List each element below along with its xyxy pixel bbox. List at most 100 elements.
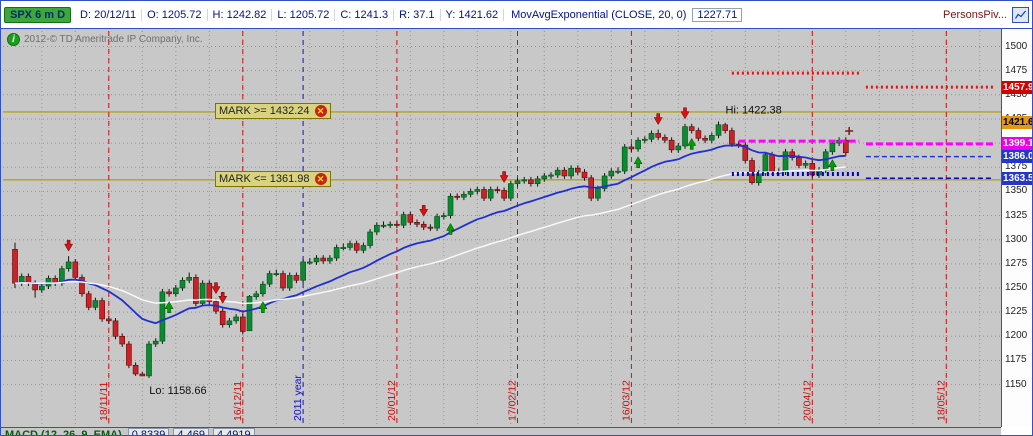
- candle-down: [166, 291, 172, 295]
- price-alert-text: MARK >= 1432.24: [219, 104, 310, 117]
- buy-signal-arrow-icon: [446, 222, 455, 235]
- quote-field: R: 37.1: [394, 8, 441, 21]
- persons-pivots-study-label[interactable]: PersonsPiv...: [943, 8, 1007, 21]
- axis-tick-label: 1250: [1005, 282, 1028, 293]
- candle-up: [300, 261, 306, 281]
- candle-up: [675, 145, 682, 151]
- candle-up: [226, 320, 233, 326]
- candle-up: [333, 247, 340, 259]
- candle-up: [92, 300, 99, 308]
- candle-down: [481, 189, 487, 199]
- candle-up: [186, 277, 192, 281]
- quote-field: L: 1205.72: [272, 8, 336, 21]
- axis-tick-label: 1275: [1005, 257, 1028, 269]
- axis-tick-label: 1200: [1005, 330, 1028, 342]
- axis-tick-label: 1375: [1005, 161, 1028, 173]
- candle-down: [427, 226, 434, 229]
- candle-up: [548, 174, 554, 177]
- candle-up: [541, 175, 548, 180]
- candle-down: [414, 222, 420, 225]
- candle-up: [246, 296, 253, 332]
- candle-up: [608, 170, 615, 177]
- candle-up: [682, 126, 688, 147]
- symbol-label[interactable]: SPX 6 m D: [4, 6, 72, 23]
- candle-down: [293, 275, 300, 281]
- candle-down: [407, 214, 414, 223]
- candle-down: [240, 316, 246, 332]
- candle-up: [327, 257, 333, 262]
- axis-price-tag: 1421.62: [1002, 115, 1032, 129]
- sell-signal-arrow-icon: [419, 205, 429, 217]
- candle-down: [12, 249, 18, 284]
- candle-up: [595, 188, 601, 199]
- candle-up: [440, 215, 447, 218]
- axis-tick-label: 1350: [1005, 185, 1028, 197]
- sell-signal-arrow-icon: [653, 113, 663, 126]
- candle-down: [574, 167, 581, 173]
- candle-up: [266, 273, 273, 285]
- quote-field: H: 1242.82: [207, 8, 273, 21]
- alert-close-icon[interactable]: ✕: [314, 104, 327, 117]
- candle-up: [641, 138, 648, 141]
- candle-down: [139, 373, 146, 377]
- quote-field: C: 1241.3: [335, 8, 395, 21]
- candle-down: [85, 293, 92, 308]
- candle-down: [662, 137, 668, 141]
- moving-average-study-label[interactable]: MovAvgExponential (CLOSE, 20, 0): [511, 8, 687, 21]
- candle-up: [373, 224, 380, 233]
- low-annotation: Lo: 1158.66: [149, 385, 206, 397]
- candle-up: [822, 151, 829, 171]
- candle-down: [420, 223, 427, 228]
- axis-price-tag: 1386.03: [1002, 150, 1032, 164]
- price-alert-label[interactable]: MARK <= 1361.98 ✕: [215, 170, 331, 187]
- candle-up: [715, 124, 722, 136]
- candle-up: [487, 189, 494, 199]
- candle-down: [219, 310, 226, 326]
- candle-up: [615, 170, 621, 173]
- sell-signal-arrow-icon: [680, 107, 690, 120]
- axis-price-tag: 1363.58: [1002, 171, 1032, 185]
- candle-up: [360, 245, 367, 251]
- candle-down: [112, 320, 119, 337]
- chart-settings-button[interactable]: [1012, 6, 1029, 23]
- candle-up: [507, 183, 514, 199]
- candle-up: [159, 291, 166, 342]
- candle-down: [695, 130, 702, 139]
- info-icon[interactable]: i: [7, 33, 20, 46]
- chart-plot-area[interactable]: 18/11/11 16/12/11 2011 year 20/01/12 17/02/1…: [1, 29, 1001, 427]
- candle-down: [501, 190, 507, 199]
- candle-down: [769, 154, 775, 173]
- candle-down: [280, 273, 286, 289]
- buy-signal-arrow-icon: [633, 156, 643, 169]
- candle-up: [802, 163, 809, 166]
- candle-down: [702, 137, 708, 141]
- candle-up: [554, 169, 561, 176]
- candle-down: [561, 169, 568, 177]
- macd-study-bar: MACD (12, 26, 9, EMA) 0.8339 4.469 4.4919: [1, 427, 1001, 436]
- candle-up: [273, 273, 280, 276]
- candle-down: [132, 364, 139, 375]
- quote-fields: D: 20/12/11 O: 1205.72 H: 1242.82 L: 1205.7…: [75, 8, 505, 21]
- candle-down: [581, 171, 588, 179]
- axis-tick-label: 1300: [1005, 233, 1028, 245]
- candle-up: [253, 293, 259, 297]
- candle-up: [65, 261, 72, 269]
- alert-close-icon[interactable]: ✕: [314, 172, 327, 185]
- buy-signal-arrow-icon: [687, 137, 697, 150]
- candle-down: [628, 146, 635, 150]
- candle-up: [179, 279, 186, 289]
- sell-signal-arrow-icon: [211, 282, 221, 295]
- candle-down: [668, 139, 675, 151]
- price-chart[interactable]: 18/11/11 16/12/11 2011 year 20/01/12 17/02/1…: [1, 29, 1001, 427]
- quote-field: Y: 1421.62: [440, 8, 505, 21]
- candle-up: [467, 191, 474, 195]
- moving-average-study-value: 1227.71: [692, 7, 743, 22]
- price-alert-label[interactable]: MARK >= 1432.24 ✕: [215, 102, 331, 119]
- sell-signal-arrow-icon: [499, 171, 509, 184]
- candle-down: [722, 124, 729, 131]
- date-label: 16/03/12: [620, 380, 632, 421]
- macd-study-label[interactable]: MACD (12, 26, 9, EMA): [5, 429, 122, 436]
- candle-up: [173, 287, 179, 295]
- price-axis[interactable]: 1500147514501425140013751350132513001275…: [1001, 29, 1032, 427]
- axis-price-tag: 1399.18: [1002, 137, 1032, 151]
